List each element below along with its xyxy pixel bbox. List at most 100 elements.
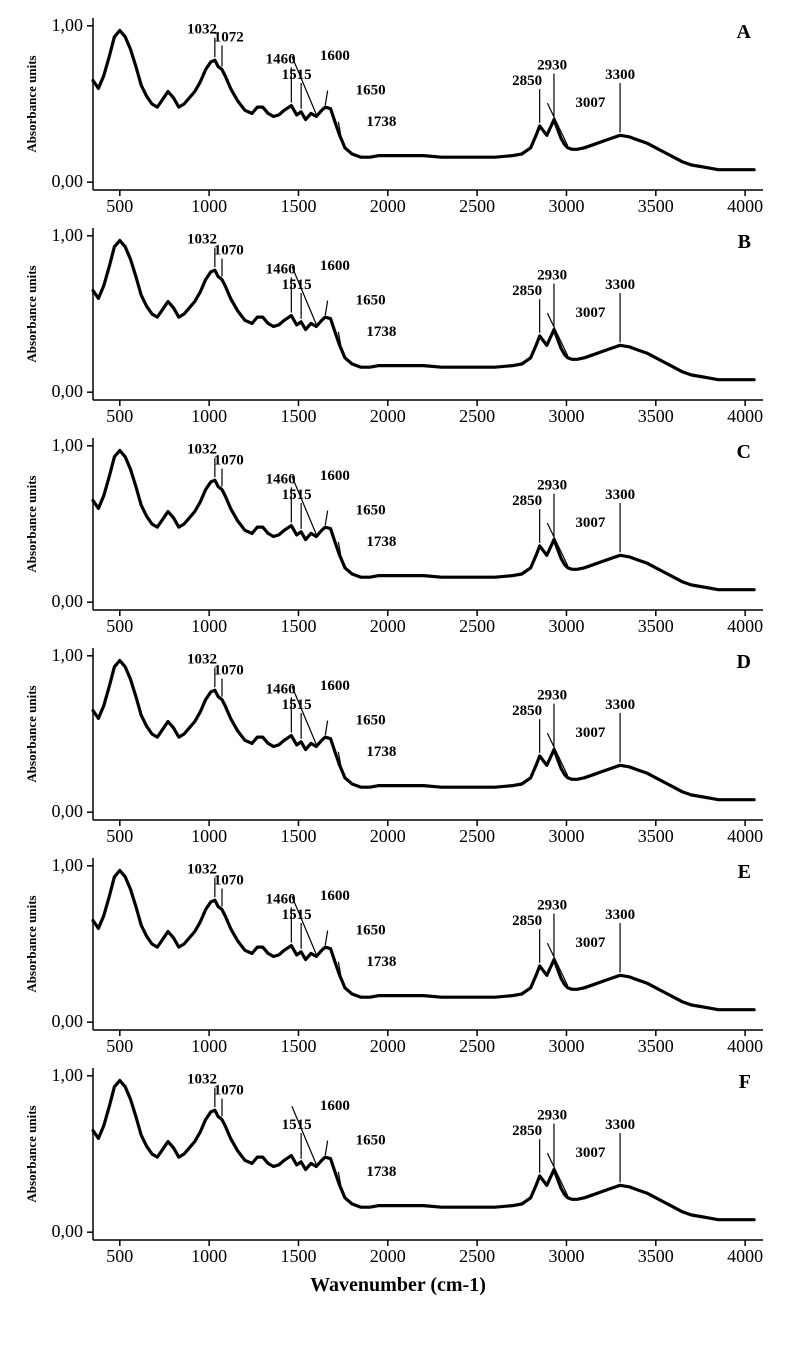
x-tick-label: 2500	[459, 196, 495, 216]
peak-label: 2930	[537, 268, 567, 284]
peak-label: 3007	[575, 725, 606, 741]
x-tick-label: 4000	[727, 826, 763, 846]
y-tick-label: 1,00	[52, 225, 84, 245]
peak-label: 3007	[575, 515, 606, 531]
panel-id-label: C	[737, 441, 751, 463]
peak-label: 1460	[266, 681, 296, 697]
x-tick-label: 500	[106, 1036, 133, 1056]
peak-label: 1460	[266, 471, 296, 487]
x-tick-label: 3000	[548, 196, 584, 216]
x-tick-label: 1500	[280, 1036, 316, 1056]
x-tick-label: 4000	[727, 1246, 763, 1266]
peak-label: 1070	[214, 243, 244, 259]
x-tick-label: 500	[106, 1246, 133, 1266]
peak-label: 1650	[356, 293, 386, 309]
peak-label: 2930	[537, 898, 567, 914]
x-tick-label: 500	[106, 406, 133, 426]
spectrum-curve	[93, 451, 754, 590]
peak-label: 1515	[282, 697, 312, 713]
x-tick-label: 500	[106, 616, 133, 636]
x-tick-label: 2000	[370, 1036, 406, 1056]
peak-label: 1070	[214, 1083, 244, 1099]
x-tick-label: 4000	[727, 616, 763, 636]
peak-label: 1738	[366, 744, 396, 760]
x-tick-label: 2500	[459, 406, 495, 426]
spectrum-curve	[93, 31, 754, 170]
spectrum-curve	[93, 661, 754, 800]
peak-label: 1515	[282, 907, 312, 923]
panel-id-label: E	[738, 861, 751, 883]
x-tick-label: 3000	[548, 616, 584, 636]
panel-id-label: D	[737, 651, 751, 673]
x-tick-label: 3500	[638, 826, 674, 846]
peak-label: 3300	[605, 907, 635, 923]
peak-label: 1460	[266, 51, 296, 67]
peak-label: 3300	[605, 487, 635, 503]
x-tick-label: 3000	[548, 406, 584, 426]
x-tick-label: 1000	[191, 616, 227, 636]
x-tick-label: 2000	[370, 826, 406, 846]
y-axis-title: Absorbance units	[24, 895, 39, 992]
x-tick-label: 4000	[727, 196, 763, 216]
peak-label: 1515	[282, 487, 312, 503]
spectrum-panel-F: 50010001500200025003000350040000,001,00A…	[18, 1060, 778, 1270]
y-tick-label: 0,00	[52, 171, 84, 191]
peak-label: 2930	[537, 58, 567, 74]
peak-label: 3300	[605, 277, 635, 293]
x-tick-label: 1000	[191, 1246, 227, 1266]
x-tick-label: 2500	[459, 826, 495, 846]
x-tick-label: 2000	[370, 196, 406, 216]
y-axis-title: Absorbance units	[24, 685, 39, 782]
peak-label: 1032	[187, 652, 217, 668]
peak-label: 1600	[320, 1098, 350, 1114]
x-tick-label: 1000	[191, 1036, 227, 1056]
x-tick-label: 1500	[280, 826, 316, 846]
x-tick-label: 2000	[370, 1246, 406, 1266]
y-axis-title: Absorbance units	[24, 55, 39, 152]
peak-label: 1738	[366, 114, 396, 130]
peak-label: 1032	[187, 1072, 217, 1088]
peak-label: 1070	[214, 453, 244, 469]
spectrum-panel-C: 50010001500200025003000350040000,001,00A…	[18, 430, 778, 640]
y-tick-label: 1,00	[52, 645, 84, 665]
panel-id-label: B	[738, 231, 751, 253]
peak-label: 1650	[356, 83, 386, 99]
y-tick-label: 0,00	[52, 1011, 84, 1031]
x-tick-label: 3500	[638, 1246, 674, 1266]
x-tick-label: 4000	[727, 1036, 763, 1056]
x-tick-label: 3500	[638, 406, 674, 426]
x-tick-label: 4000	[727, 406, 763, 426]
x-tick-label: 1500	[280, 196, 316, 216]
y-axis-title: Absorbance units	[24, 475, 39, 572]
peak-label: 3300	[605, 67, 635, 83]
peak-label: 1738	[366, 534, 396, 550]
y-tick-label: 0,00	[52, 801, 84, 821]
peak-label: 1032	[187, 442, 217, 458]
x-tick-label: 1000	[191, 826, 227, 846]
peak-label: 2930	[537, 1108, 567, 1124]
y-tick-label: 0,00	[52, 1221, 84, 1241]
peak-label: 3007	[575, 935, 606, 951]
x-tick-label: 3000	[548, 1036, 584, 1056]
y-axis-title: Absorbance units	[24, 1105, 39, 1202]
x-tick-label: 3000	[548, 826, 584, 846]
peak-label: 1072	[214, 29, 244, 45]
x-tick-label: 1000	[191, 406, 227, 426]
spectrum-panel-B: 50010001500200025003000350040000,001,00A…	[18, 220, 778, 430]
x-tick-label: 2000	[370, 616, 406, 636]
peak-label: 3007	[575, 305, 606, 321]
x-tick-label: 1500	[280, 1246, 316, 1266]
y-axis-title: Absorbance units	[24, 265, 39, 362]
x-tick-label: 500	[106, 196, 133, 216]
x-tick-label: 1000	[191, 196, 227, 216]
x-tick-label: 2000	[370, 406, 406, 426]
peak-label: 1515	[282, 1117, 312, 1133]
peak-label: 1515	[282, 67, 312, 83]
peak-label: 1032	[187, 232, 217, 248]
x-tick-label: 500	[106, 826, 133, 846]
spectrum-panel-E: 50010001500200025003000350040000,001,00A…	[18, 850, 778, 1060]
y-tick-label: 1,00	[52, 855, 84, 875]
spectrum-panel-A: 50010001500200025003000350040000,001,00A…	[18, 10, 778, 220]
peak-label: 1738	[366, 324, 396, 340]
x-tick-label: 2500	[459, 616, 495, 636]
